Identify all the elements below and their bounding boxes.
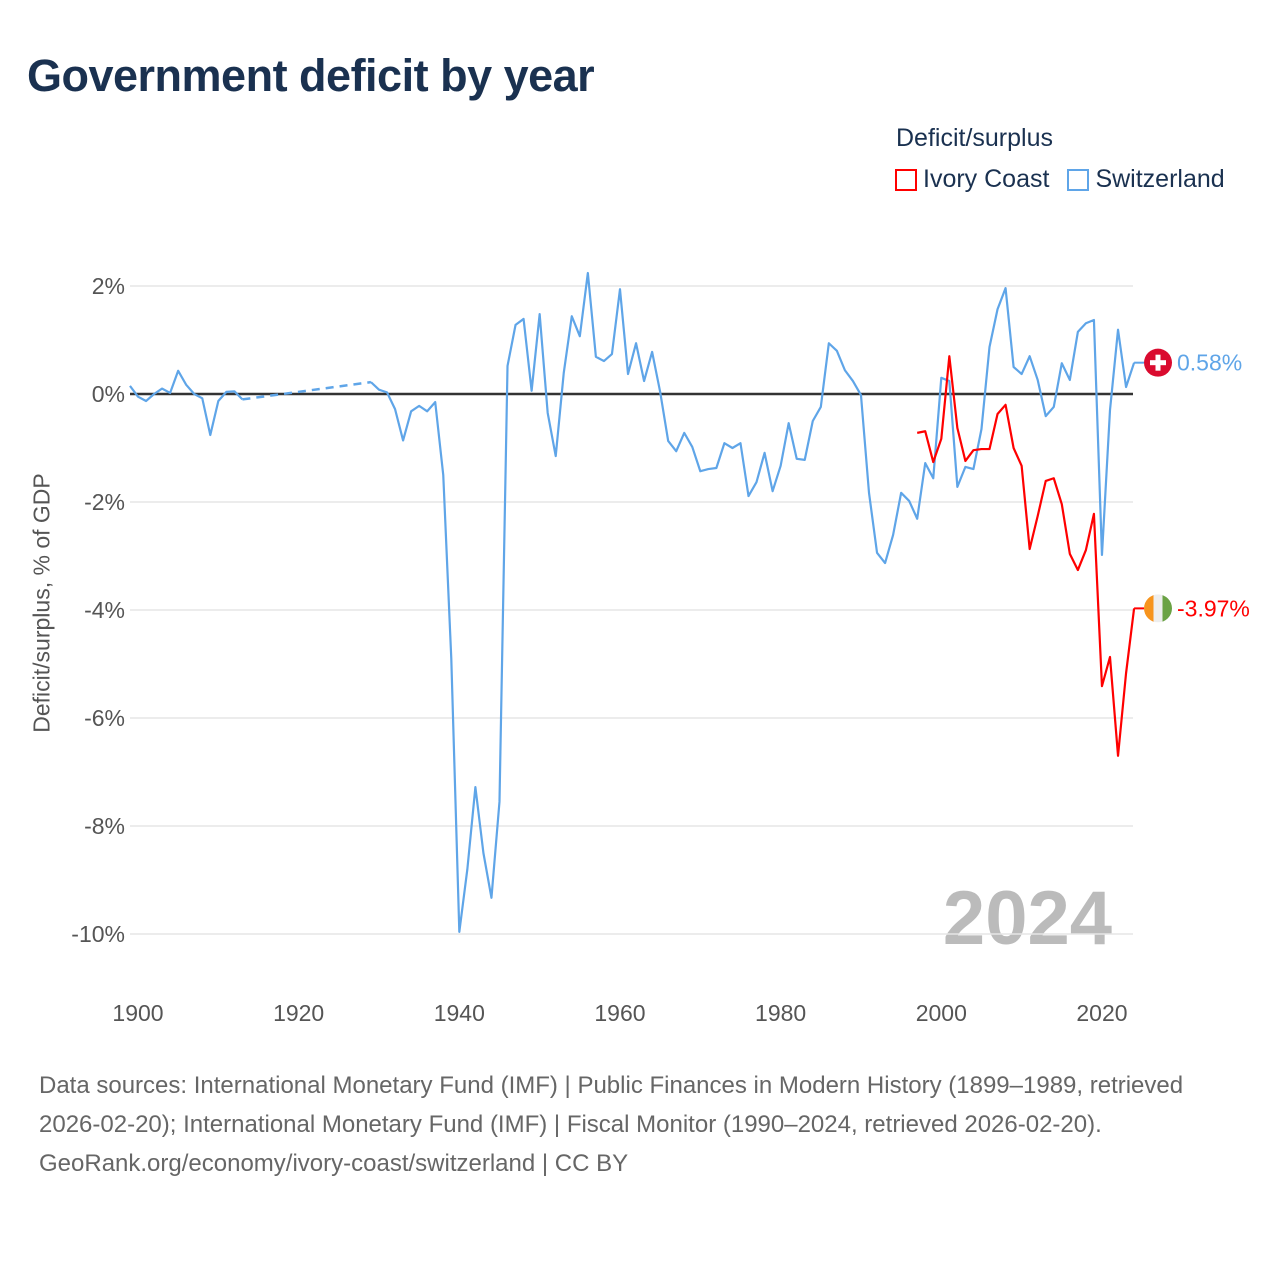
y-tick-label: 0% <box>92 381 125 407</box>
flag-cross <box>1150 360 1166 366</box>
legend-swatch-switzerland <box>1067 168 1090 191</box>
legend-label: Ivory Coast <box>923 165 1050 193</box>
flag-stripe <box>1153 594 1163 623</box>
footer: Data sources: International Monetary Fun… <box>39 1066 1239 1183</box>
end-value-label: 0.58% <box>1177 350 1242 376</box>
year-watermark: 2024 <box>942 876 1112 961</box>
x-tick-label: 1980 <box>755 1000 806 1026</box>
flag-stripe <box>1144 594 1154 623</box>
x-tick-label: 1960 <box>594 1000 645 1026</box>
legend-item-switzerland[interactable]: Switzerland <box>1067 165 1225 194</box>
y-tick-label: -8% <box>84 813 125 839</box>
x-tick-label: 2000 <box>916 1000 967 1026</box>
legend-swatch-ivory-coast <box>895 168 917 191</box>
series-gap-switzerland <box>242 380 372 401</box>
data-sources: Data sources: International Monetary Fun… <box>39 1072 1184 1138</box>
x-tick-label: 1940 <box>434 1000 485 1026</box>
x-tick-label: 2020 <box>1076 1000 1127 1026</box>
y-tick-label: -4% <box>84 597 125 623</box>
series-line-switzerland <box>129 271 1136 933</box>
series-line-ivory-coast <box>916 355 1136 757</box>
legend-title: Deficit/surplus <box>896 124 1053 152</box>
chart-title: Government deficit by year <box>27 50 595 101</box>
switzerland-flag-icon <box>1144 348 1172 377</box>
ivory-coast-flag-icon <box>1144 594 1172 623</box>
y-tick-label: -6% <box>84 705 125 731</box>
x-tick-label: 1920 <box>273 1000 324 1026</box>
end-value-label: -3.97% <box>1177 595 1250 621</box>
y-tick-label: -10% <box>71 921 125 947</box>
x-tick-label: 1900 <box>112 1000 163 1026</box>
plot-area: 2% 0% -2% -4% -6% -8% -10% 1900 1920 1940 1960 1980… <box>71 271 1250 1026</box>
legend-item-ivory-coast[interactable]: Ivory Coast <box>895 165 1049 194</box>
legend: Ivory Coast Switzerland <box>895 165 1225 194</box>
flag-stripe <box>1162 594 1172 623</box>
y-tick-label: 2% <box>92 273 125 299</box>
y-tick-label: -2% <box>84 489 125 515</box>
legend-label: Switzerland <box>1095 165 1225 193</box>
attribution-link[interactable]: GeoRank.org/economy/ivory-coast/switzerl… <box>39 1150 629 1177</box>
